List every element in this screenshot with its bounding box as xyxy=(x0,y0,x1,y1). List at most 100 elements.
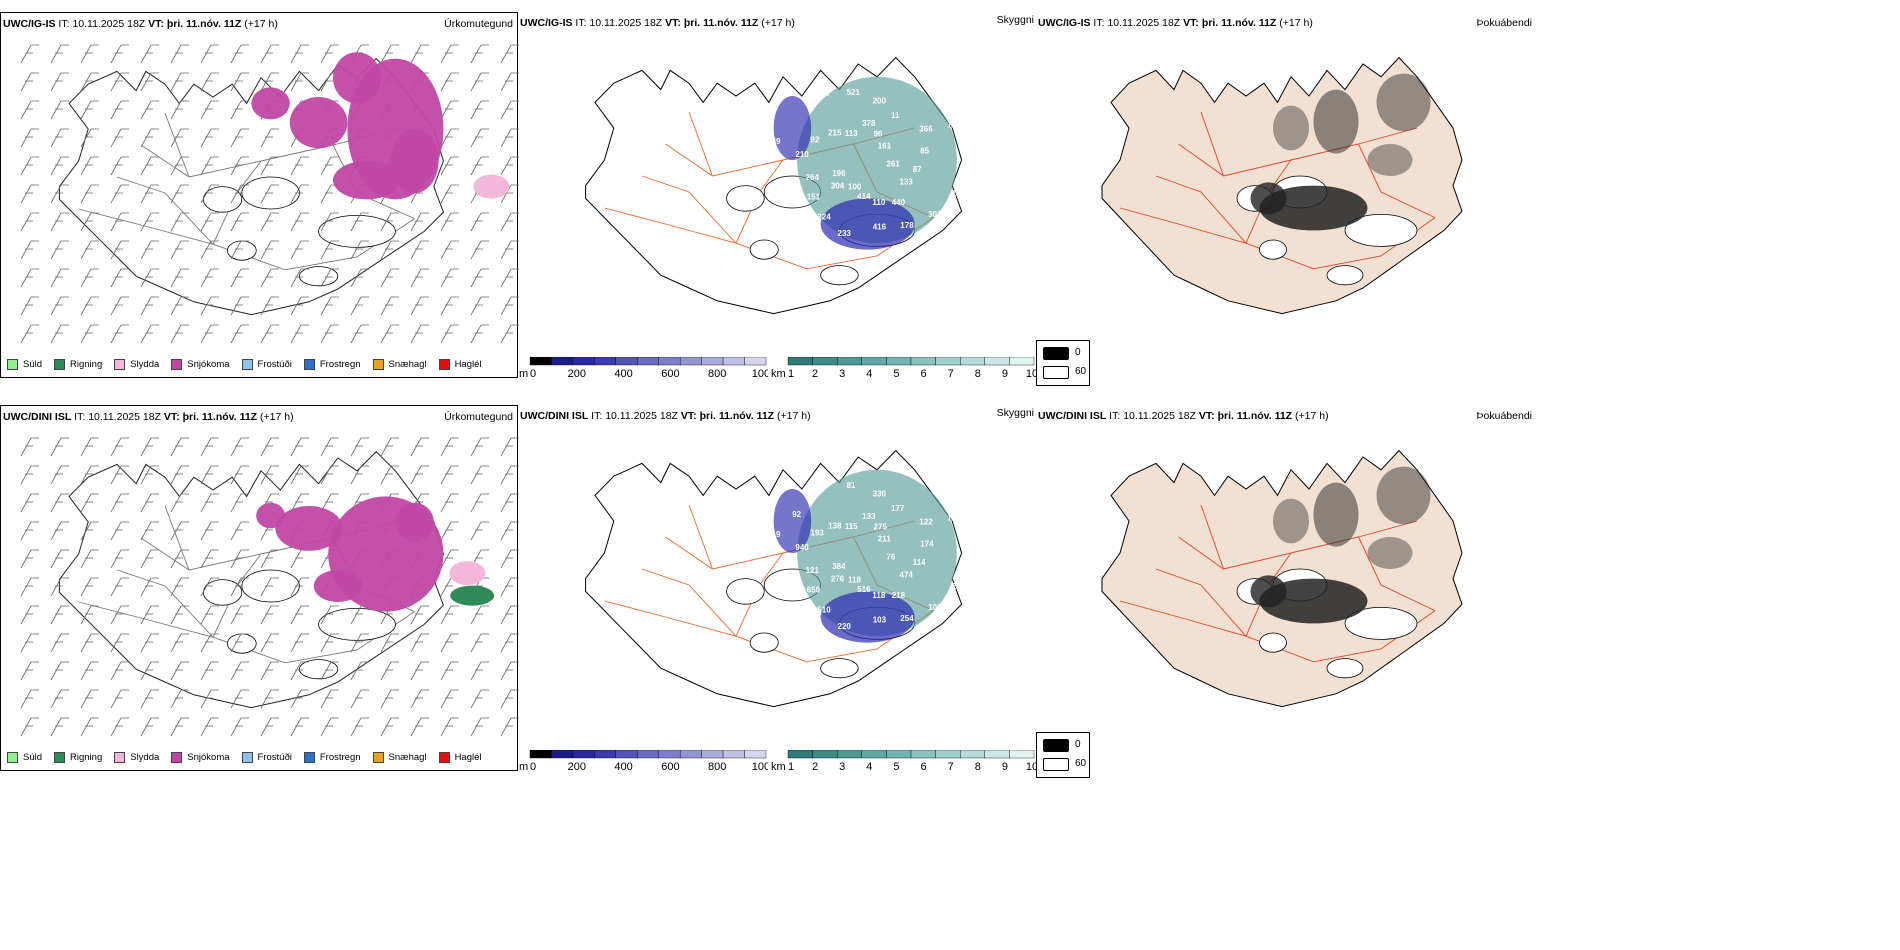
cloud-height-label: 275 xyxy=(874,523,888,532)
fog-label-bottom: Þokuábendi xyxy=(1476,410,1532,422)
precip-type-label-bottom: Úrkomutegund xyxy=(444,411,513,423)
legend-swatch xyxy=(372,358,384,370)
legend-swatch xyxy=(241,751,253,763)
visibility-panel-top: UWC/IG-IS IT: 10.11.2025 18Z VT: þri. 11… xyxy=(518,12,1036,378)
cloud-height-label: 193 xyxy=(810,529,824,538)
legend-item-0: Súld xyxy=(7,358,43,370)
cloud-height-label: 113 xyxy=(845,129,858,138)
cloud-height-label: 521 xyxy=(847,88,861,97)
legend-item-2: Slydda xyxy=(114,358,160,370)
colorbar-unit: m xyxy=(519,368,528,379)
cloud-height-label: 110 xyxy=(872,198,885,207)
colorbar-tick: 4 xyxy=(866,368,872,379)
colorbar-tick: 1 xyxy=(788,368,794,379)
fog-legend-swatch-low xyxy=(1043,739,1069,752)
colorbar-tick: 800 xyxy=(708,761,726,772)
cloud-height-label: 151 xyxy=(807,193,821,202)
precip-panel-top: UWC/IG-IS IT: 10.11.2025 18Z VT: þri. 11… xyxy=(0,12,519,378)
legend-label: Frostúði xyxy=(257,358,292,370)
colorbar-tick: 5 xyxy=(893,761,899,772)
colorbar-tick: 800 xyxy=(708,368,726,379)
cloud-height-label: 81 xyxy=(847,481,856,490)
visibility-label-bottom: Skyggni xyxy=(996,407,1034,419)
legend-item-3: Snjókoma xyxy=(171,358,230,370)
colorbar-tick: 200 xyxy=(568,761,586,772)
fog-legend-top: 0 60 xyxy=(1036,340,1090,386)
cloud-height-label: 87 xyxy=(913,165,922,174)
legend-item-7: Haglél xyxy=(438,751,482,763)
colorbar-tick: 1000 xyxy=(752,368,768,379)
legend-item-5: Frostregn xyxy=(303,751,361,763)
cloud-height-label: 100 xyxy=(928,603,942,612)
legend-label: Snæhagl xyxy=(388,358,427,370)
legend-label: Slydda xyxy=(130,751,160,763)
legend-swatch xyxy=(303,358,315,370)
cloud-height-label: 510 xyxy=(817,606,831,615)
legend-swatch xyxy=(241,358,253,370)
fog-title-top: UWC/IG-IS IT: 10.11.2025 18Z VT: þri. 11… xyxy=(1038,17,1313,29)
legend-label: Frostúði xyxy=(257,751,292,763)
cloud-height-label: 457 xyxy=(816,482,830,491)
cloud-height-label: 304 xyxy=(831,182,845,191)
fog-legend-bottom: 0 60 xyxy=(1036,732,1090,778)
cloud-height-label: 321 xyxy=(759,165,773,174)
colorbar-tick: 5 xyxy=(893,368,899,379)
cloud-height-label: 196 xyxy=(832,169,846,178)
cloud-height-label: 264 xyxy=(806,173,820,182)
cloud-height-label: 659 xyxy=(807,586,821,595)
cloud-height-label: 19 xyxy=(772,530,781,539)
legend-label: Rigning xyxy=(70,358,103,370)
fog-map-top xyxy=(1101,56,1463,315)
legend-label: Frostregn xyxy=(319,358,361,370)
colorbar-tick: 2 xyxy=(812,761,818,772)
cloud-height-label: 92 xyxy=(792,510,801,519)
legend-label: Haglél xyxy=(454,751,482,763)
colorbar-tick: 9 xyxy=(1002,761,1008,772)
cloud-height-label: 118 xyxy=(872,591,885,600)
cloud-height-label: 138 xyxy=(828,522,842,531)
precip-title-top: UWC/IG-IS IT: 10.11.2025 18Z VT: þri. 11… xyxy=(3,18,278,30)
colorbar-unit: m xyxy=(519,761,528,772)
precip-legend-top: Súld Rigning Slydda Snjókoma Frostúði Frostre… xyxy=(1,354,488,374)
cloud-height-label: 114 xyxy=(913,558,926,567)
visibility-panel-bottom: UWC/DINI ISL IT: 10.11.2025 18Z VT: þri.… xyxy=(518,405,1036,771)
visibility-map-bottom: 76 276 133 218 940 122 220 457 251 384 275 118 193 17… xyxy=(585,449,966,708)
cloud-height-label: 11 xyxy=(891,111,900,120)
cloud-height-label: 115 xyxy=(845,522,858,531)
colorbar-tick: 1 xyxy=(788,761,794,772)
fog-panel-bottom: UWC/DINI ISL IT: 10.11.2025 18Z VT: þri.… xyxy=(1036,405,1532,771)
legend-swatch xyxy=(114,358,126,370)
cloud-height-label: 516 xyxy=(857,585,871,594)
precip-title-bottom: UWC/DINI ISL IT: 10.11.2025 18Z VT: þri.… xyxy=(3,411,294,423)
cloud-height-label: 261 xyxy=(886,159,900,168)
fog-legend-high: 60 xyxy=(1075,366,1087,377)
cloud-height-label: 174 xyxy=(920,540,934,549)
fog-legend-swatch-low xyxy=(1043,347,1069,360)
precip-panel-bottom: UWC/DINI ISL IT: 10.11.2025 18Z VT: þri.… xyxy=(0,405,519,771)
colorbar-tick: 10 xyxy=(1026,761,1036,772)
cloud-height-label: 121 xyxy=(806,566,820,575)
precip-legend-bottom: Súld Rigning Slydda Snjókoma Frostúði Frostre… xyxy=(1,747,488,767)
visibility-colorbar-bottom: km 1 2 3 4 5 6 7 8 9 10 xyxy=(771,750,1036,772)
legend-swatch xyxy=(114,751,126,763)
cloud-height-label: 89 xyxy=(772,137,781,146)
colorbar-unit: km xyxy=(771,368,786,379)
cloud-height-label: 85 xyxy=(920,147,929,156)
legend-item-2: Slydda xyxy=(114,751,160,763)
cloud-height-label: 133 xyxy=(862,512,876,521)
colorbar-tick: 10 xyxy=(1026,368,1036,379)
legend-label: Snjókoma xyxy=(187,358,230,370)
legend-swatch xyxy=(438,751,450,763)
legend-swatch xyxy=(171,751,183,763)
colorbar-tick: 1000 xyxy=(752,761,768,772)
legend-label: Slydda xyxy=(130,358,160,370)
cloud-height-label: 414 xyxy=(857,192,871,201)
cloud-height-label: 218 xyxy=(892,591,906,600)
precip-map-bottom xyxy=(20,437,519,737)
cloud-height-label: 161 xyxy=(816,89,830,98)
fog-map-bottom xyxy=(1101,449,1463,708)
cloud-height-label: 254 xyxy=(900,614,914,623)
legend-label: Súld xyxy=(23,358,43,370)
legend-item-4: Frostúði xyxy=(241,358,292,370)
colorbar-tick: 7 xyxy=(948,368,954,379)
